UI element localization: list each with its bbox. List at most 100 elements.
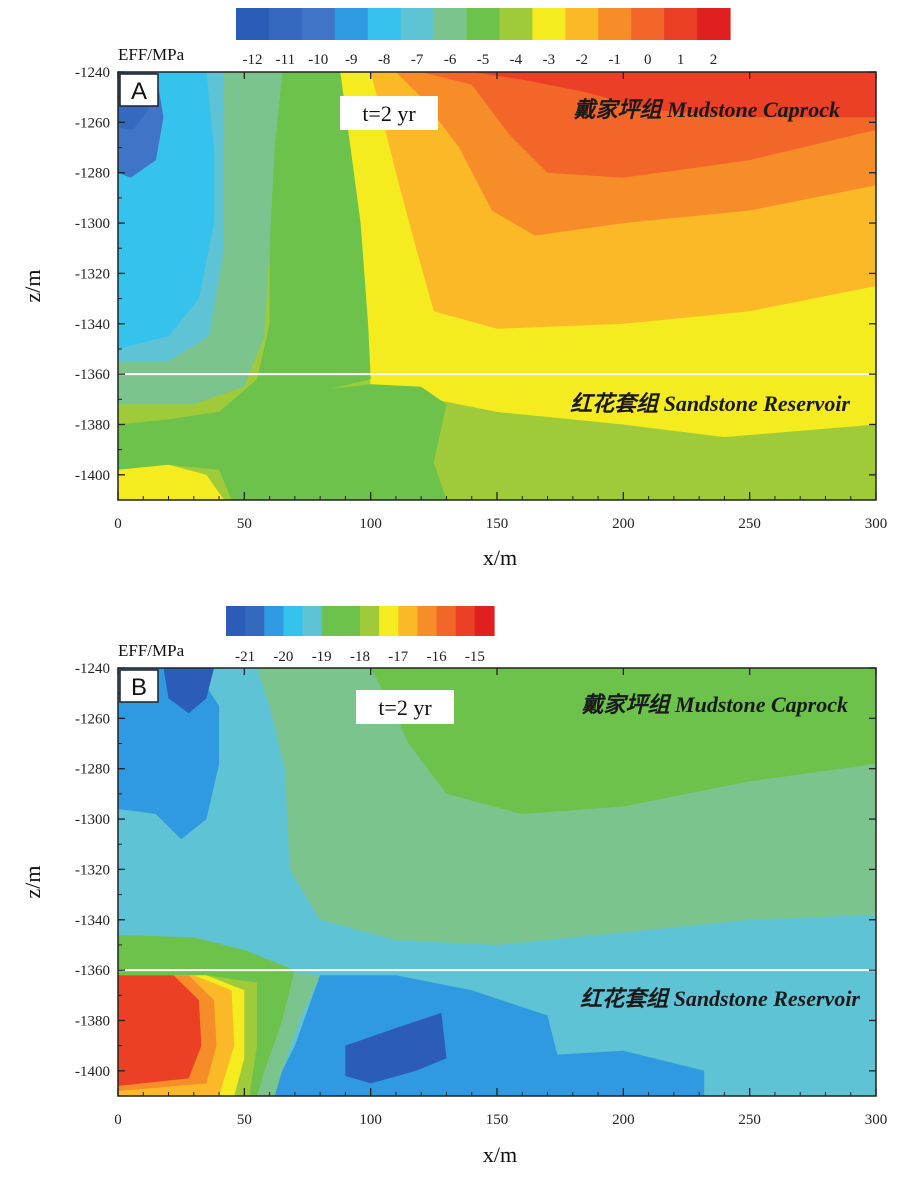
x-tick-label: 0	[114, 516, 122, 532]
y-tick-label: -1360	[75, 367, 110, 383]
colorbar-swatch	[268, 8, 303, 40]
colorbar-swatch	[334, 8, 369, 40]
colorbar-swatch	[301, 8, 336, 40]
y-tick-label: -1380	[75, 417, 110, 433]
x-tick-label: 200	[612, 516, 635, 532]
x-axis-label: x/m	[483, 1142, 517, 1167]
colorbar-tick-label: -16	[427, 649, 447, 665]
contour-plot	[118, 668, 876, 1096]
x-tick-label: 0	[114, 1112, 122, 1128]
contour-region-6	[345, 1012, 447, 1084]
contour-region-13	[118, 975, 202, 1086]
colorbar-swatch	[367, 8, 402, 40]
colorbar: -12 -11 -10 -9 -8 -7 -6 -5 -4 -3 -2 -1 0 1 2 EFF/MPa	[118, 8, 731, 68]
time-label: t=2 yr	[378, 695, 432, 720]
colorbar-swatch	[631, 8, 665, 40]
y-tick-label: -1360	[75, 963, 110, 979]
time-label: t=2 yr	[362, 101, 416, 126]
colorbar-tick-labels: -12 -11 -10 -9 -8 -7 -6 -5 -4 -3 -2 -1 0 1 2	[243, 52, 718, 68]
colorbar-swatch	[379, 606, 399, 636]
colorbar-swatch	[264, 606, 285, 636]
panel-a: -12 -11 -10 -9 -8 -7 -6 -5 -4 -3 -2 -1 0 1 2 EFF/MPa -…	[20, 8, 887, 570]
contour-region-1	[370, 668, 876, 814]
time-label-box: t=2 yr	[356, 690, 454, 724]
y-tick-label: -1260	[75, 711, 110, 727]
colorbar-swatch	[302, 606, 323, 636]
panel-letter-box: B	[119, 669, 159, 703]
y-tick-label: -1240	[75, 661, 110, 677]
colorbar-swatch	[360, 606, 380, 636]
reservoir-label: 红花套组 Sandstone Reservoir	[570, 391, 850, 416]
colorbar-tick-label: -21	[235, 649, 255, 665]
colorbar-swatch	[664, 8, 698, 40]
colorbar-tick-label: -17	[388, 649, 408, 665]
reservoir-label: 红花套组 Sandstone Reservoir	[580, 986, 860, 1011]
x-tick-label: 150	[486, 516, 509, 532]
y-axis-label: z/m	[20, 270, 45, 303]
colorbar-swatch	[398, 606, 419, 636]
colorbar-swatch	[474, 606, 495, 636]
x-tick-label: 200	[612, 1112, 635, 1128]
x-axis-label: x/m	[483, 545, 517, 570]
colorbar-swatches	[236, 8, 731, 40]
colorbar-tick-label: -1	[608, 52, 621, 68]
colorbar-tick-label: -12	[243, 52, 263, 68]
y-tick-label: -1260	[75, 115, 110, 131]
colorbar-tick-label: -9	[345, 52, 358, 68]
y-tick-label: -1340	[75, 913, 110, 929]
colorbar-swatch	[433, 8, 468, 40]
contour-region-2	[118, 668, 220, 840]
colorbar-swatch	[321, 606, 342, 636]
x-tick-label: 300	[865, 1112, 888, 1128]
colorbar-swatch	[340, 606, 361, 636]
panel-letter: A	[131, 78, 147, 105]
contour-regions	[118, 72, 876, 500]
colorbar-swatch	[417, 606, 438, 636]
y-tick-label: -1280	[75, 762, 110, 778]
y-tick-label: -1340	[75, 317, 110, 333]
y-tick-label: -1240	[75, 65, 110, 81]
colorbar-tick-label: -18	[350, 649, 370, 665]
colorbar-swatch	[697, 8, 731, 40]
x-axis-ticks: 0 50 100 150 200 250 300	[114, 72, 887, 532]
colorbar-swatch	[532, 8, 566, 40]
contour-regions	[118, 668, 876, 1096]
colorbar-swatch	[466, 8, 501, 40]
x-tick-label: 250	[738, 516, 761, 532]
y-axis-ticks: -1240 -1260 -1280 -1300 -1320 -1340 -1360 -1380…	[75, 661, 876, 1080]
contour-region-3	[163, 668, 214, 714]
y-tick-label: -1320	[75, 266, 110, 282]
colorbar-tick-label: -3	[543, 52, 556, 68]
colorbar: -21 -20 -19 -18 -17 -16 -15 EFF/MPa	[118, 606, 495, 665]
y-tick-label: -1400	[75, 468, 110, 484]
x-tick-label: 50	[237, 1112, 252, 1128]
colorbar-tick-label: -4	[510, 52, 523, 68]
colorbar-tick-label: 2	[710, 52, 718, 68]
panel-letter-box: A	[119, 73, 159, 107]
colorbar-title: EFF/MPa	[118, 641, 185, 660]
colorbar-tick-label: -8	[378, 52, 391, 68]
x-tick-label: 100	[359, 516, 382, 532]
x-tick-label: 150	[486, 1112, 509, 1128]
colorbar-swatches	[226, 606, 495, 636]
y-tick-label: -1380	[75, 1013, 110, 1029]
panel-b: -21 -20 -19 -18 -17 -16 -15 EFF/MPa -1240 -1260…	[20, 606, 887, 1167]
y-tick-label: -1280	[75, 166, 110, 182]
y-axis-label: z/m	[20, 866, 45, 899]
colorbar-tick-label: -20	[273, 649, 293, 665]
x-axis-ticks: 0 50 100 150 200 250 300	[114, 668, 887, 1128]
contour-region-6	[269, 384, 447, 500]
colorbar-swatch	[565, 8, 599, 40]
colorbar-tick-label: -10	[308, 52, 328, 68]
colorbar-swatch	[436, 606, 457, 636]
x-tick-label: 100	[359, 1112, 382, 1128]
colorbar-tick-label: 0	[644, 52, 652, 68]
colorbar-tick-label: -15	[465, 649, 485, 665]
contour-region-7	[118, 72, 283, 405]
colorbar-tick-label: -19	[312, 649, 332, 665]
colorbar-swatch	[598, 8, 632, 40]
colorbar-tick-label: 1	[677, 52, 685, 68]
colorbar-tick-label: -6	[444, 52, 457, 68]
y-tick-label: -1400	[75, 1064, 110, 1080]
colorbar-tick-label: -5	[477, 52, 490, 68]
